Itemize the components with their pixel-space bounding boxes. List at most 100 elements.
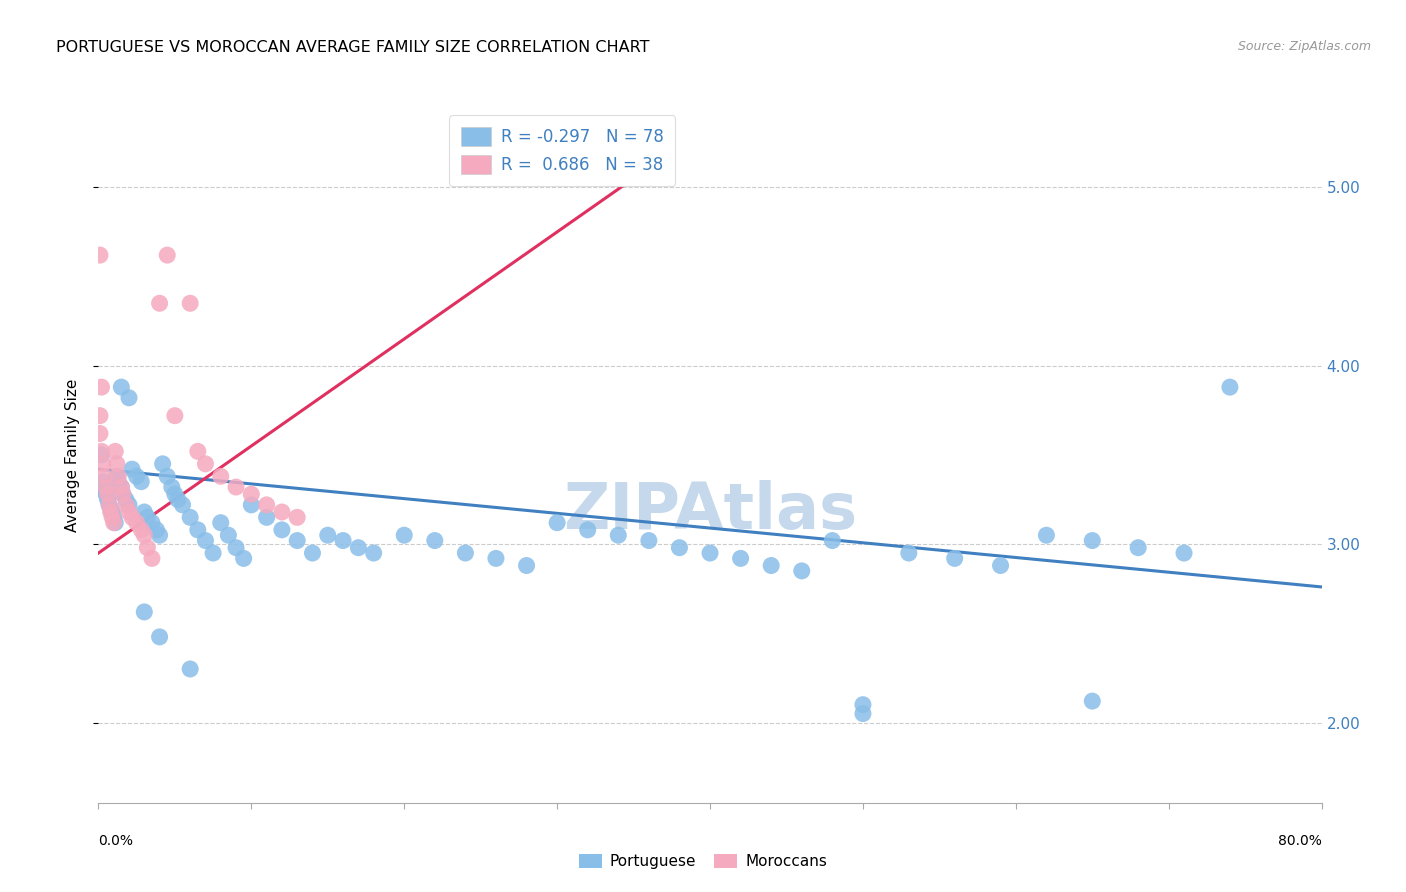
- Legend: Portuguese, Moroccans: Portuguese, Moroccans: [574, 848, 832, 875]
- Point: [89, 426, 111, 441]
- Text: 0.0%: 0.0%: [98, 834, 134, 848]
- Point: [897, 546, 920, 560]
- Point: [110, 480, 132, 494]
- Point: [94, 487, 117, 501]
- Point: [163, 487, 186, 501]
- Point: [1081, 694, 1104, 708]
- Point: [270, 505, 292, 519]
- Point: [136, 510, 159, 524]
- Text: ZIPAtlas: ZIPAtlas: [562, 480, 858, 541]
- Point: [91, 457, 114, 471]
- Point: [89, 409, 111, 423]
- Point: [209, 469, 232, 483]
- Point: [89, 248, 111, 262]
- Point: [363, 546, 385, 560]
- Point: [149, 630, 172, 644]
- Point: [202, 546, 225, 560]
- Point: [1173, 546, 1195, 560]
- Point: [232, 551, 254, 566]
- Point: [172, 498, 194, 512]
- Point: [107, 475, 129, 489]
- Point: [110, 480, 132, 494]
- Point: [485, 551, 508, 566]
- Point: [668, 541, 690, 555]
- Point: [576, 523, 599, 537]
- Point: [134, 528, 156, 542]
- Point: [1128, 541, 1150, 555]
- Point: [149, 296, 172, 310]
- Point: [118, 391, 141, 405]
- Point: [110, 380, 132, 394]
- Point: [136, 541, 159, 555]
- Point: [105, 457, 128, 471]
- Point: [134, 605, 156, 619]
- Point: [125, 469, 148, 483]
- Point: [179, 662, 201, 676]
- Point: [852, 706, 875, 721]
- Point: [97, 492, 120, 507]
- Point: [285, 533, 308, 548]
- Point: [285, 510, 308, 524]
- Point: [699, 546, 721, 560]
- Point: [121, 462, 143, 476]
- Text: 80.0%: 80.0%: [1278, 834, 1322, 848]
- Point: [97, 487, 120, 501]
- Point: [759, 558, 782, 573]
- Point: [194, 457, 217, 471]
- Point: [93, 469, 115, 483]
- Point: [179, 510, 201, 524]
- Point: [101, 510, 124, 524]
- Point: [179, 296, 201, 310]
- Point: [187, 444, 209, 458]
- Point: [105, 469, 128, 483]
- Point: [152, 457, 174, 471]
- Point: [347, 541, 370, 555]
- Point: [160, 480, 183, 494]
- Point: [516, 558, 538, 573]
- Point: [194, 533, 217, 548]
- Point: [454, 546, 477, 560]
- Point: [240, 487, 263, 501]
- Point: [98, 498, 121, 512]
- Point: [103, 516, 125, 530]
- Point: [392, 528, 416, 542]
- Point: [1219, 380, 1241, 394]
- Point: [852, 698, 875, 712]
- Point: [1035, 528, 1057, 542]
- Point: [217, 528, 239, 542]
- Point: [240, 498, 263, 512]
- Point: [301, 546, 323, 560]
- Point: [607, 528, 630, 542]
- Point: [225, 541, 247, 555]
- Point: [332, 533, 354, 548]
- Point: [103, 510, 125, 524]
- Text: Source: ZipAtlas.com: Source: ZipAtlas.com: [1237, 40, 1371, 54]
- Point: [163, 409, 186, 423]
- Point: [637, 533, 661, 548]
- Point: [943, 551, 966, 566]
- Point: [90, 380, 112, 394]
- Point: [104, 444, 127, 458]
- Point: [423, 533, 446, 548]
- Point: [149, 528, 172, 542]
- Point: [209, 516, 232, 530]
- Point: [118, 505, 141, 519]
- Point: [121, 510, 143, 524]
- Point: [111, 487, 134, 501]
- Point: [100, 505, 122, 519]
- Point: [101, 505, 124, 519]
- Point: [821, 533, 844, 548]
- Point: [1081, 533, 1104, 548]
- Point: [990, 558, 1012, 573]
- Y-axis label: Average Family Size: Average Family Size: [65, 378, 80, 532]
- Point: [316, 528, 339, 542]
- Point: [156, 248, 179, 262]
- Point: [90, 444, 112, 458]
- Point: [93, 483, 115, 498]
- Point: [111, 487, 134, 501]
- Text: PORTUGUESE VS MOROCCAN AVERAGE FAMILY SIZE CORRELATION CHART: PORTUGUESE VS MOROCCAN AVERAGE FAMILY SI…: [56, 40, 650, 55]
- Point: [94, 480, 117, 494]
- Point: [104, 516, 127, 530]
- Point: [91, 475, 114, 489]
- Point: [100, 501, 122, 516]
